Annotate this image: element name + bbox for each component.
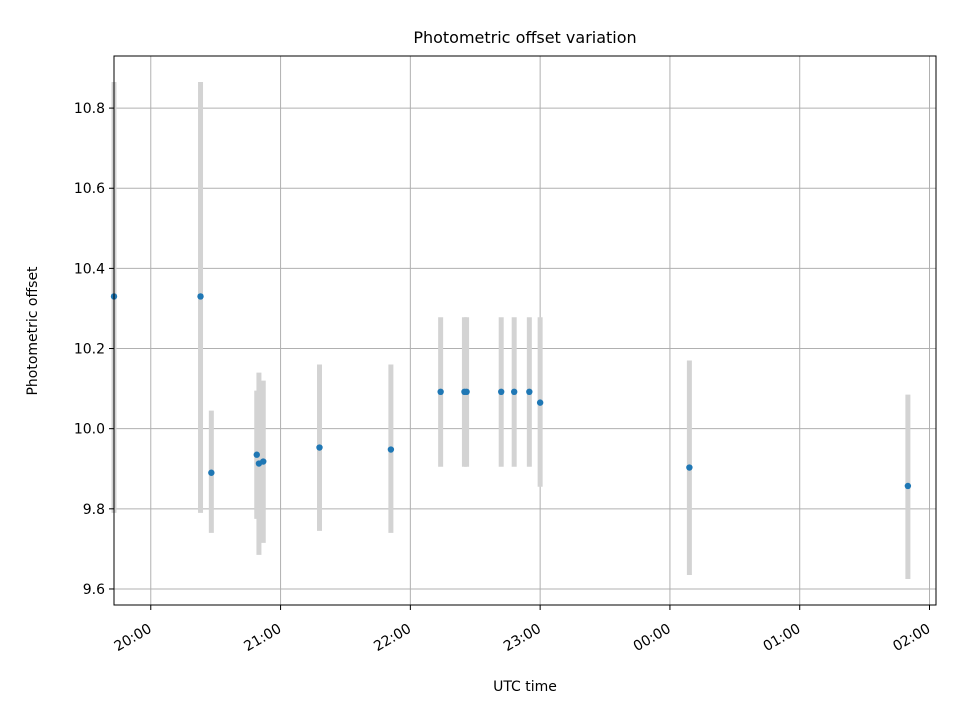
data-points (110, 293, 912, 490)
data-point (253, 451, 260, 458)
data-point (316, 444, 323, 451)
data-point (208, 469, 215, 476)
y-tick-label: 10.2 (74, 342, 105, 358)
data-point (904, 482, 912, 490)
data-point (686, 464, 693, 471)
grid-lines (114, 56, 936, 605)
y-tick-label: 10.6 (74, 181, 105, 197)
y-tick-label: 10.0 (74, 422, 105, 438)
y-axis-label: Photometric offset (25, 266, 41, 396)
data-point (260, 458, 267, 465)
data-point (536, 399, 544, 406)
data-point (498, 388, 505, 396)
data-point (510, 388, 518, 396)
data-point (526, 388, 533, 396)
chart-title: Photometric offset variation (413, 28, 636, 47)
y-tick-label: 10.8 (74, 101, 105, 117)
x-axis-label: UTC time (493, 679, 557, 695)
y-tick-label: 9.6 (83, 582, 105, 598)
plot-area-frame (113, 55, 937, 606)
y-tick-label: 10.4 (74, 261, 105, 277)
data-point (387, 446, 395, 453)
y-tick-label: 9.8 (83, 502, 105, 518)
data-point (197, 293, 204, 300)
data-point (437, 388, 444, 396)
data-point (463, 388, 470, 396)
